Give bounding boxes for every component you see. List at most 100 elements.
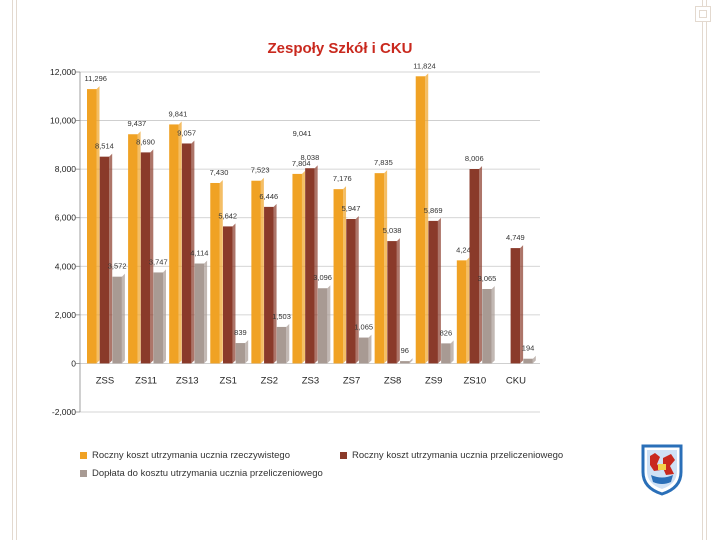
bar-top	[523, 355, 536, 359]
bar-top	[428, 217, 441, 221]
y-tick-label: 6,000	[55, 213, 77, 223]
bar-side	[162, 269, 166, 364]
x-tick-label: CKU	[506, 375, 526, 386]
data-label: 6,446	[259, 192, 278, 201]
bar-top	[128, 131, 141, 135]
bar-1-zs10	[456, 260, 467, 364]
bar-side	[368, 334, 372, 364]
bar-side	[178, 121, 182, 364]
bar-top	[140, 149, 154, 153]
bar-1-zs13	[169, 124, 179, 364]
bar-2-zs2	[264, 206, 274, 364]
bar-3-zs9	[441, 343, 451, 364]
y-tick-label: 12,000	[50, 67, 76, 77]
bar-side	[121, 273, 125, 364]
bar-2-zs3	[305, 168, 315, 364]
x-tick-label: ZS11	[135, 375, 157, 386]
bar-3-cku	[523, 358, 533, 364]
frame-line-right	[702, 0, 703, 540]
legend-item-series-2: Roczny koszt utrzymania ucznia przelicze…	[340, 450, 563, 461]
x-tick-label: ZS1	[220, 375, 237, 386]
bar-3-zs8	[400, 361, 410, 364]
data-label: 7,523	[251, 166, 270, 175]
bar-3-zs13	[194, 263, 205, 364]
bar-side	[314, 165, 318, 364]
bar-side	[301, 170, 305, 364]
bar-3-zs3	[317, 288, 328, 364]
bar-side	[273, 203, 277, 364]
bar-top	[222, 223, 236, 227]
bar-side	[532, 355, 536, 364]
data-label: 8,038	[301, 153, 320, 162]
x-tick-label: ZS13	[176, 375, 199, 386]
legend-label-series-2: Roczny koszt utrzymania ucznia przelicze…	[352, 450, 564, 461]
bar-1-zs2	[251, 180, 261, 364]
data-label: 7,835	[374, 158, 393, 167]
bar-side	[327, 285, 331, 364]
data-label: 11,296	[85, 74, 107, 83]
bar-top	[374, 170, 388, 174]
bar-top	[235, 340, 249, 344]
y-tick-label: 0	[71, 358, 76, 368]
bar-top	[415, 73, 429, 77]
frame-corner-square-inner	[699, 10, 707, 18]
data-label: 3,572	[108, 262, 127, 271]
coat-of-arms-icon	[641, 444, 683, 496]
bar-side	[491, 285, 495, 364]
bar-1-zss	[87, 89, 97, 364]
bar-side	[286, 323, 290, 364]
bar-top	[317, 285, 331, 289]
data-label: 5,642	[218, 211, 237, 220]
bar-side	[245, 340, 249, 364]
bar-1-zs3	[292, 173, 302, 364]
bar-side	[232, 223, 236, 364]
x-tick-label: ZS2	[261, 375, 278, 386]
bar-side	[409, 358, 413, 364]
y-tick-label: -2,000	[52, 407, 76, 417]
bar-3-zs11	[153, 272, 163, 364]
data-label: 1,065	[354, 323, 373, 332]
x-tick-label: ZS8	[384, 375, 401, 386]
data-label: 8,514	[95, 142, 114, 151]
bar-2-zs7	[346, 219, 356, 364]
data-label: 826	[440, 328, 453, 337]
bar-top	[441, 340, 454, 344]
bar-3-zs2	[276, 326, 287, 364]
bar-top	[264, 203, 277, 207]
bar-3-zs1	[235, 343, 246, 364]
data-label: 9,057	[177, 128, 196, 137]
bar-2-zs11	[140, 152, 151, 364]
bar-side	[479, 165, 483, 364]
bar-side	[450, 340, 454, 364]
data-label: 3,065	[478, 274, 497, 283]
data-label: 8,690	[136, 137, 155, 146]
legend-swatch-series-1	[80, 452, 87, 459]
data-label: 9,841	[169, 109, 188, 118]
data-label: 8,006	[465, 154, 484, 163]
x-tick-label: ZS10	[463, 375, 486, 386]
bar-1-zs11	[128, 134, 138, 364]
data-label: 9,437	[127, 119, 146, 128]
data-label: 5,038	[383, 226, 402, 235]
bar-top	[333, 186, 347, 190]
bar-1-zs7	[333, 189, 344, 364]
bar-side	[150, 149, 154, 364]
bar-top	[181, 140, 195, 144]
legend-item-series-1: Roczny koszt utrzymania ucznia rzeczywis…	[80, 450, 290, 461]
x-tick-label: ZS7	[343, 375, 360, 386]
chart-title: Zespoły Szkół i CKU	[267, 40, 413, 57]
data-label: 5,947	[342, 204, 361, 213]
bar-side	[109, 153, 113, 364]
data-label: 4,244	[456, 245, 475, 254]
bar-side	[355, 216, 359, 364]
data-label: 3,096	[313, 273, 332, 282]
bar-top	[292, 170, 305, 174]
data-label: 5,869	[424, 206, 443, 215]
bar-side	[384, 170, 388, 364]
bar-top	[210, 179, 223, 183]
bar-3-zs10	[482, 288, 492, 364]
bar-top	[346, 216, 359, 220]
bar-top	[153, 269, 166, 273]
y-tick-label: 10,000	[50, 116, 76, 126]
